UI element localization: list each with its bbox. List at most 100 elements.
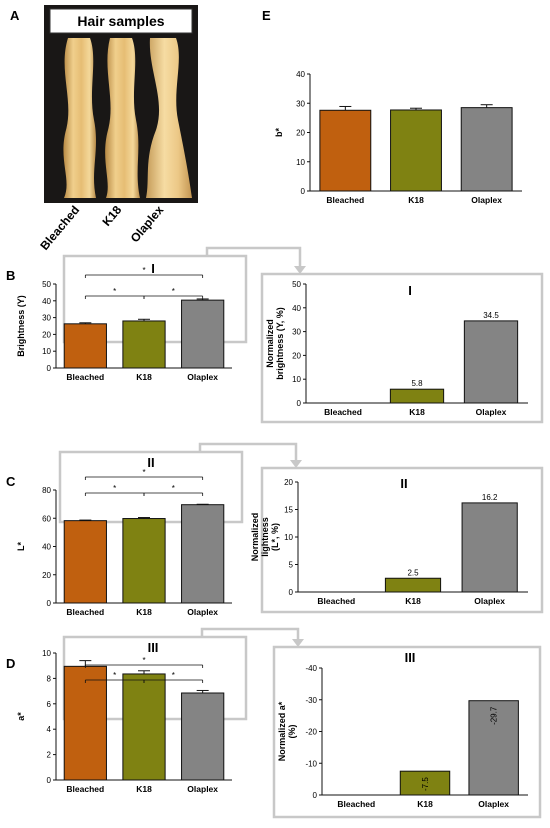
y-tick-label: 0 — [297, 399, 302, 408]
panel-letter-e: E — [262, 8, 271, 23]
y-tick-label: 30 — [292, 328, 301, 337]
y-axis-label: Normalized — [250, 513, 260, 562]
zoom-frame-i — [260, 272, 544, 424]
bar-olaplex — [468, 700, 519, 796]
photo-label-bleached: Bleached — [37, 203, 82, 253]
chart-normalized-a-star: 0 -10 -20 -30 -40 Normalized a* (%) Bleached -7.… — [277, 650, 528, 809]
value-label: -7.5 — [421, 777, 430, 791]
y-axis-label: Normalized a* — [277, 701, 287, 761]
y-tick-label: 40 — [42, 297, 51, 306]
y-tick-label: -20 — [305, 728, 317, 737]
bar-olaplex — [460, 107, 513, 192]
y-tick-label: 80 — [42, 486, 51, 495]
bar-bleached — [319, 109, 372, 192]
bar-olaplex — [181, 692, 225, 781]
category-label: Bleached — [324, 407, 362, 417]
category-label: K18 — [409, 407, 425, 417]
y-tick-label: 15 — [284, 506, 293, 515]
bar-k18 — [384, 577, 442, 593]
y-axis-label: Normalized — [265, 319, 275, 368]
y-tick-label: 20 — [296, 129, 305, 138]
photo-label-k18: K18 — [99, 203, 124, 229]
value-label: -29.7 — [490, 706, 499, 725]
y-tick-label: 40 — [42, 543, 51, 552]
y-axis-label: Brightness (Y) — [16, 295, 26, 357]
hair-photo: Hair samples — [44, 5, 198, 203]
zoom-frame-ii — [260, 466, 544, 614]
inset-label: III — [405, 650, 416, 665]
hair-strand-bleached — [63, 38, 96, 198]
value-label: 2.5 — [407, 568, 419, 577]
y-tick-label: 10 — [284, 533, 293, 542]
category-label: Bleached — [66, 372, 104, 382]
chart-normalized-lightness: 0 5 10 15 20 Normalized lightness (L*, %) Bleach… — [250, 476, 528, 606]
category-label: Bleached — [66, 784, 104, 794]
category-label: Olaplex — [187, 372, 218, 382]
bar-k18 — [122, 673, 166, 781]
bar-k18 — [122, 320, 166, 369]
significance-marker: * — [172, 671, 175, 680]
panel-letter-a: A — [10, 8, 20, 23]
y-tick-label: 20 — [42, 571, 51, 580]
chart-brightness: 0 10 20 30 40 50 Brightness (Y) Bleached K18 Olap… — [16, 261, 232, 382]
hair-strand-k18 — [105, 38, 140, 198]
category-label: Olaplex — [474, 596, 505, 606]
y-tick-label: 6 — [47, 700, 52, 709]
category-label: K18 — [136, 784, 152, 794]
y-tick-label: -10 — [305, 759, 317, 768]
y-axis-label: a* — [16, 712, 26, 721]
significance-marker: * — [142, 266, 145, 275]
inset-label: III — [148, 640, 159, 655]
y-tick-label: 0 — [47, 599, 52, 608]
y-tick-label: 0 — [313, 791, 318, 800]
zoom-frame-iii — [272, 645, 542, 819]
category-label: Olaplex — [476, 407, 507, 417]
significance-marker: * — [172, 484, 175, 493]
y-tick-label: 50 — [42, 280, 51, 289]
bar-olaplex — [461, 502, 518, 593]
y-axis-label: brightness (Y, %) — [275, 307, 285, 380]
y-tick-label: -40 — [305, 664, 317, 673]
value-label: 5.8 — [411, 379, 423, 388]
chart-normalized-brightness: 0 10 20 30 40 50 Normalized brightness (Y, %) Bl… — [265, 280, 528, 417]
significance-marker: * — [113, 484, 116, 493]
y-axis-label: (%) — [287, 725, 297, 739]
bar-olaplex — [181, 504, 225, 604]
inset-label: I — [408, 283, 412, 298]
bar-bleached — [63, 665, 107, 781]
y-tick-label: 2 — [47, 751, 52, 760]
y-tick-label: 10 — [292, 375, 301, 384]
y-tick-label: 0 — [47, 776, 52, 785]
significance-marker: * — [113, 671, 116, 680]
connector-ii — [198, 442, 298, 462]
y-tick-label: 20 — [292, 351, 301, 360]
category-label: Bleached — [66, 607, 104, 617]
chart-b-star: 0 10 20 30 40 b* Bleached K18 Olaplex — [274, 70, 522, 205]
connector-iii — [200, 627, 300, 641]
connector-arrowheads — [290, 266, 306, 647]
category-label: Bleached — [317, 596, 355, 606]
value-label: 34.5 — [483, 311, 499, 320]
inset-label: I — [151, 261, 155, 276]
significance-marker: * — [172, 287, 175, 296]
y-tick-label: 40 — [292, 304, 301, 313]
value-label: 16.2 — [482, 493, 498, 502]
category-label: K18 — [408, 195, 424, 205]
y-tick-label: 0 — [301, 187, 306, 196]
y-tick-label: 10 — [42, 649, 51, 658]
category-label: K18 — [136, 607, 152, 617]
photo-title: Hair samples — [77, 13, 164, 29]
y-axis-label: b* — [274, 128, 284, 137]
y-tick-label: 30 — [296, 99, 305, 108]
y-tick-label: 50 — [292, 280, 301, 289]
arrowhead-iii — [292, 639, 304, 647]
y-tick-label: 60 — [42, 514, 51, 523]
category-label: Bleached — [326, 195, 364, 205]
bar-bleached — [63, 520, 107, 604]
y-tick-label: 0 — [47, 364, 52, 373]
y-tick-label: 0 — [289, 588, 294, 597]
panel-letter-b: B — [6, 268, 15, 283]
inset-label: II — [147, 455, 154, 470]
